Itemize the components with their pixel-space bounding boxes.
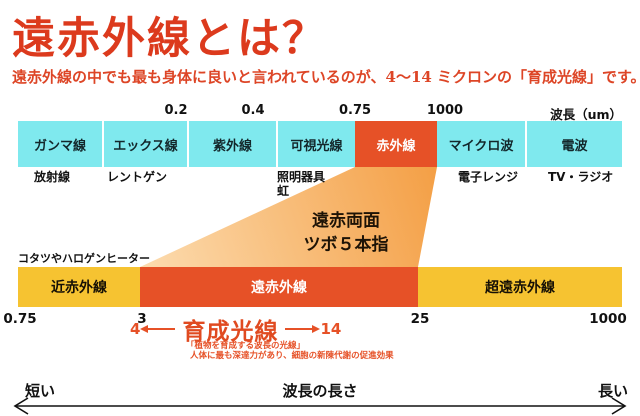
arrow-right-icon: [285, 325, 321, 333]
example-roentgen: レントゲン: [107, 170, 168, 184]
band-gamma-label: ガンマ線: [33, 138, 86, 154]
band-ultraviolet-label: 紫外線: [212, 138, 252, 154]
page-subtitle: 遠赤外線の中でも最も身体に良いと言われているのが、4〜14 ミクロンの「育成光線…: [12, 68, 640, 86]
band-microwave: マイクロ波: [437, 121, 525, 167]
band-ultraviolet: 紫外線: [189, 121, 276, 167]
band-near-infrared: 近赤外線: [18, 267, 140, 307]
bottom-tick-0.75: 0.75: [3, 311, 37, 327]
example-microwave-oven: 電子レンジ: [458, 170, 519, 184]
band-infrared: 赤外線: [355, 121, 437, 167]
band-visible: 可視光線: [278, 121, 355, 167]
top-tick-0.4: 0.4: [241, 103, 265, 118]
growth-ray-from: 4: [130, 320, 141, 338]
growth-ray-title: 育成光線: [182, 319, 279, 345]
arrow-left-icon: [140, 325, 176, 333]
band-radio: 電波: [527, 121, 622, 167]
bottom-tick-1000: 1000: [589, 311, 627, 327]
band-gamma: ガンマ線: [18, 121, 102, 167]
example-lighting-rainbow: 照明器具 虹: [277, 170, 326, 198]
growth-ray-note-2: 人体に最も深達力があり、細胞の新陳代謝の促進効果: [190, 351, 394, 361]
axis-label-short: 短い: [25, 382, 56, 400]
growth-ray-to: 14: [320, 320, 342, 338]
band-visible-label: 可視光線: [290, 138, 343, 154]
wavelength-unit-label: 波長（um）: [550, 107, 622, 122]
band-infrared-label: 赤外線: [376, 138, 416, 154]
top-tick-1000: 1000: [426, 103, 464, 118]
top-tick-0.2: 0.2: [164, 103, 188, 118]
band-radio-label: 電波: [561, 138, 588, 154]
growth-ray-note-1: 「植物を育成する波長の光線」: [186, 341, 306, 351]
growth-ray-callout: 4 育成光線 14: [130, 312, 341, 346]
bottom-tick-25: 25: [410, 311, 430, 327]
product-label: 遠赤両面 ツボ５本指: [303, 211, 389, 255]
band-xray: エックス線: [104, 121, 187, 167]
axis-label-long: 長い: [597, 382, 628, 400]
double-arrow-icon: [13, 397, 627, 415]
axis-label-center: 波長の長さ: [282, 382, 358, 400]
band-far-infrared: 遠赤外線: [140, 267, 418, 307]
band-ultra-far-infrared: 超遠赤外線: [418, 267, 622, 307]
example-tv-radio: TV・ラジオ: [548, 170, 614, 184]
bottom-tick-3: 3: [137, 311, 147, 327]
example-radiation: 放射線: [34, 170, 71, 184]
page-title: 遠赤外線とは？: [12, 14, 327, 64]
heater-label: コタツやハロゲンヒーター: [18, 252, 150, 265]
band-xray-label: エックス線: [113, 138, 178, 154]
band-microwave-label: マイクロ波: [448, 138, 514, 154]
top-tick-0.75: 0.75: [338, 103, 372, 118]
band-far-infrared-label: 遠赤外線: [251, 280, 307, 296]
band-ultra-far-infrared-label: 超遠赤外線: [485, 280, 555, 296]
band-near-infrared-label: 近赤外線: [51, 280, 107, 296]
